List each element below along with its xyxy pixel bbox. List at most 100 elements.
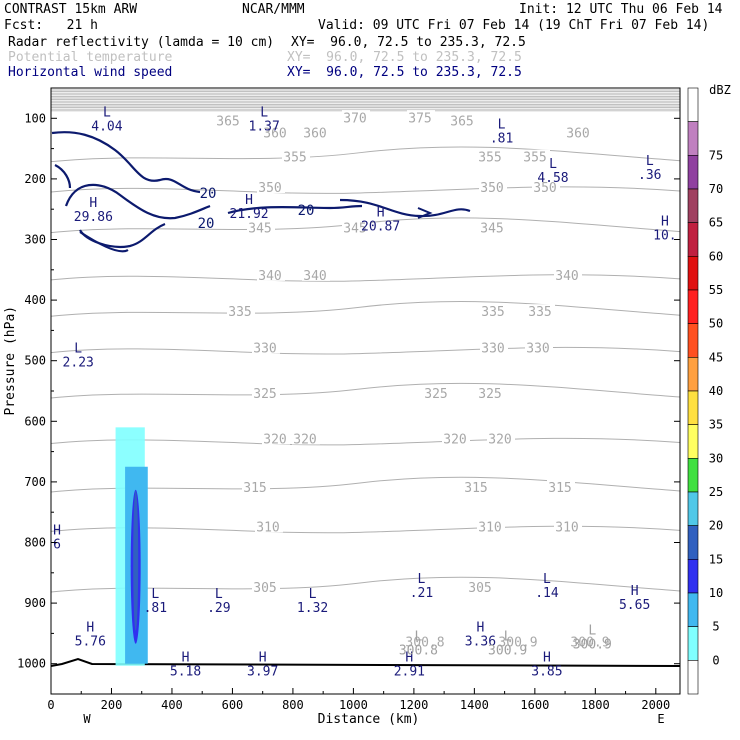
y-tick-label: 300 <box>24 233 46 247</box>
theta-extremum-type: L <box>415 629 423 644</box>
isentrope-label-bg <box>255 519 283 533</box>
colorbar-level: 50 <box>709 317 723 331</box>
x-axis-east: E <box>657 712 664 726</box>
wind-extremum-type: H <box>182 651 190 666</box>
x-tick-label: 1600 <box>520 698 549 712</box>
wind-extremum-value: 1.37 <box>249 119 280 134</box>
isentrope-label: 360 <box>303 126 326 141</box>
isentrope-label-bg <box>252 386 280 400</box>
isentrope-label-bg <box>423 386 451 400</box>
wind-extremum-value: 21.92 <box>230 207 269 222</box>
wind-extremum-type: L <box>309 587 317 602</box>
isentrope-320 <box>50 437 681 446</box>
isentrope-label-bg <box>449 113 477 127</box>
isentrope-label-bg <box>487 431 515 445</box>
wind-extremum-type: L <box>543 572 551 587</box>
wind-extremum-type: H <box>86 620 94 635</box>
colorbar-level: 15 <box>709 552 723 566</box>
wind-extremum-value: .29 <box>207 601 230 616</box>
isentrope-label-bg <box>554 519 582 533</box>
isentrope-label-bg <box>257 267 285 281</box>
isentrope-label: 300.8 <box>405 635 444 650</box>
wind-extremum-type: H <box>405 651 413 666</box>
isentrope-label-bg <box>477 386 505 400</box>
isentrope-label: 335 <box>481 305 504 320</box>
wind-extremum-type: H <box>631 584 639 599</box>
wind-contours: 20 20 20 <box>51 131 471 253</box>
model-title: CONTRAST 15km ARW <box>4 2 138 17</box>
wind-extremum-type: L <box>260 105 268 120</box>
wind-extremum-value: 3.36 <box>465 634 496 649</box>
colorbar-level: 0 <box>712 653 719 667</box>
y-tick-label: 500 <box>24 354 46 368</box>
isentrope-label-bg <box>302 267 330 281</box>
y-tick-label: 800 <box>24 536 46 550</box>
wind-extremum-type: L <box>498 117 506 132</box>
isentrope-label: 320 <box>263 432 286 447</box>
isentrope-label: 325 <box>478 387 501 402</box>
isentrope-label: 340 <box>555 269 578 284</box>
wind-extremum-value: 3.85 <box>531 665 562 680</box>
isentrope-label: 365 <box>450 114 473 129</box>
isentrope-label: 355 <box>283 151 306 166</box>
isentrope-label: 305 <box>468 581 491 596</box>
colorbar-swatch <box>687 660 699 695</box>
wind-extremum-value: 20.87 <box>361 219 400 234</box>
isentrope-label: 320 <box>488 432 511 447</box>
isentrope-label: 330 <box>481 342 504 357</box>
isentrope-label-bg <box>342 220 370 234</box>
wind-extremum-value: 10. <box>653 228 676 243</box>
x-tick-label: 200 <box>101 698 123 712</box>
wind-extremum-value: .81 <box>490 131 513 146</box>
isentrope-label-bg <box>227 304 255 318</box>
colorbar-swatch <box>687 525 699 560</box>
isentrope-label: 310 <box>256 520 279 535</box>
isentrope-label: 350 <box>533 181 556 196</box>
isentrope-label: 345 <box>480 222 503 237</box>
wind-extremum-value: 6 <box>53 537 61 552</box>
isentrope-label: 350 <box>258 181 281 196</box>
y-tick-label: 100 <box>24 111 46 125</box>
isentrope-label-bg <box>565 125 593 139</box>
wind-extremum-type: L <box>151 587 159 602</box>
isentrope-label: 340 <box>258 269 281 284</box>
center-name: NCAR/MMM <box>242 2 305 17</box>
isentrope-line <box>50 100 681 102</box>
isentrope-line <box>50 108 681 110</box>
colorbar-level: 75 <box>709 148 723 162</box>
wind-contour-label: 20 <box>298 203 315 219</box>
isentrope-label: 340 <box>303 269 326 284</box>
field-name-theta: Potential temperature <box>8 50 173 65</box>
colorbar-swatch <box>687 188 699 223</box>
isentrope-label: 345 <box>343 222 366 237</box>
wind-extremum-type: L <box>215 587 223 602</box>
isentrope-label: 315 <box>548 481 571 496</box>
isentrope-label: 320 <box>443 432 466 447</box>
x-tick-label: 0 <box>47 698 54 712</box>
wind-speed-contour <box>79 231 129 253</box>
isentrope-line <box>50 89 681 91</box>
theta-extremum-value: 300.9 <box>488 643 527 658</box>
wind-speed-contour <box>64 183 211 220</box>
wind-extremum-type: L <box>646 154 654 169</box>
wind-extremum-type: L <box>418 572 426 587</box>
isentrope-350 <box>50 186 681 194</box>
init-time: Init: 12 UTC Thu 06 Feb 14 <box>519 2 723 17</box>
wind-speed-contour <box>79 222 166 248</box>
isentrope-label-bg <box>215 113 243 127</box>
isentrope-label: 310 <box>478 520 501 535</box>
isentrope-label-bg <box>477 149 505 163</box>
x-axis-label: Distance (km) <box>318 712 420 727</box>
colorbar-level: 70 <box>709 182 723 196</box>
wind-contour-label: 20 <box>200 186 217 202</box>
isentrope-line <box>50 103 681 106</box>
isentrope-label: 315 <box>243 481 266 496</box>
isentrope-label-bg <box>247 220 275 234</box>
isentrope-label-bg <box>407 110 435 124</box>
isentrope-335 <box>50 301 681 317</box>
isentrope-line <box>50 102 681 104</box>
isentrope-label: 355 <box>478 151 501 166</box>
colorbar-swatch <box>687 592 699 627</box>
isentrope-label: 315 <box>464 481 487 496</box>
